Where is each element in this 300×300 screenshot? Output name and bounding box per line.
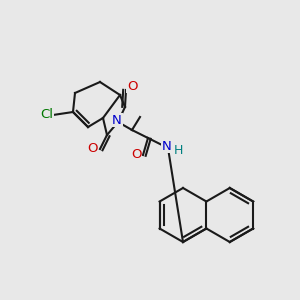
Text: Cl: Cl	[40, 109, 53, 122]
Text: O: O	[127, 80, 137, 92]
Text: O: O	[131, 148, 141, 161]
Text: N: N	[112, 113, 122, 127]
Text: N: N	[162, 140, 172, 152]
Text: H: H	[173, 143, 183, 157]
Text: O: O	[87, 142, 97, 154]
